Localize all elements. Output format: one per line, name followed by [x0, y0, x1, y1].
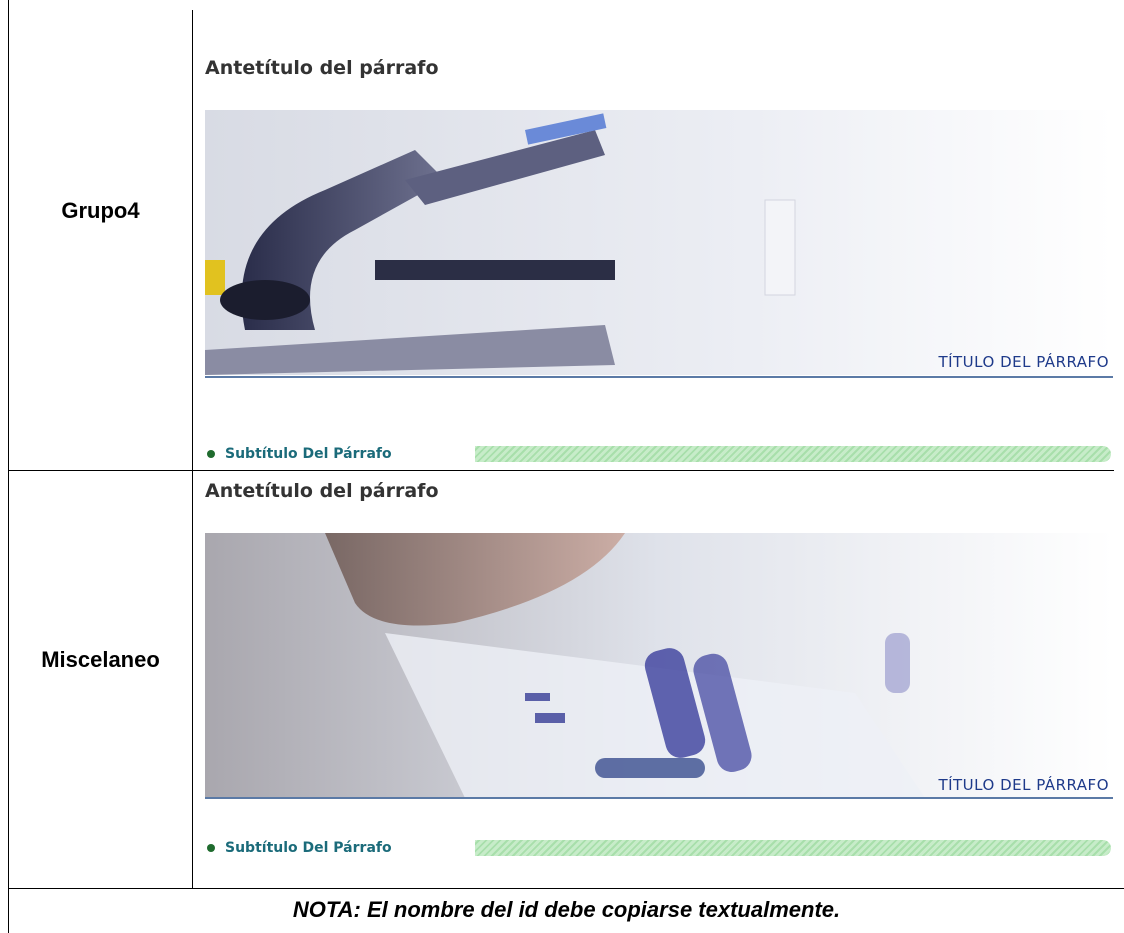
row-divider [8, 470, 1114, 471]
subtitulo: Subtítulo Del Párrafo [225, 446, 392, 462]
bullet [207, 450, 215, 458]
bullet [207, 844, 215, 852]
antetitulo: Antetítulo del párrafo [205, 480, 439, 502]
title-rule [205, 376, 1113, 378]
titulo: TÍTULO DEL PÁRRAFO [938, 776, 1109, 794]
gel-illustration [205, 533, 1113, 798]
row-label: Grupo4 [61, 198, 140, 223]
row-divider [8, 888, 1124, 889]
titulo: TÍTULO DEL PÁRRAFO [938, 353, 1109, 371]
table-border [8, 0, 9, 933]
row-label: Miscelaneo [41, 647, 160, 672]
subtitulo-bar: Subtítulo Del Párrafo [205, 840, 1111, 856]
subtitulo-bar: Subtítulo Del Párrafo [205, 446, 1111, 462]
header-image: TÍTULO DEL PÁRRAFO [205, 533, 1113, 798]
bar-mask [205, 446, 475, 462]
column-divider [192, 10, 193, 888]
subtitulo: Subtítulo Del Párrafo [225, 840, 392, 856]
title-rule [205, 797, 1113, 799]
header-image: TÍTULO DEL PÁRRAFO [205, 110, 1113, 375]
bar-mask [205, 840, 475, 856]
microscope-illustration [205, 110, 1113, 375]
note: NOTA: El nombre del id debe copiarse tex… [292, 897, 841, 922]
antetitulo: Antetítulo del párrafo [205, 57, 439, 79]
